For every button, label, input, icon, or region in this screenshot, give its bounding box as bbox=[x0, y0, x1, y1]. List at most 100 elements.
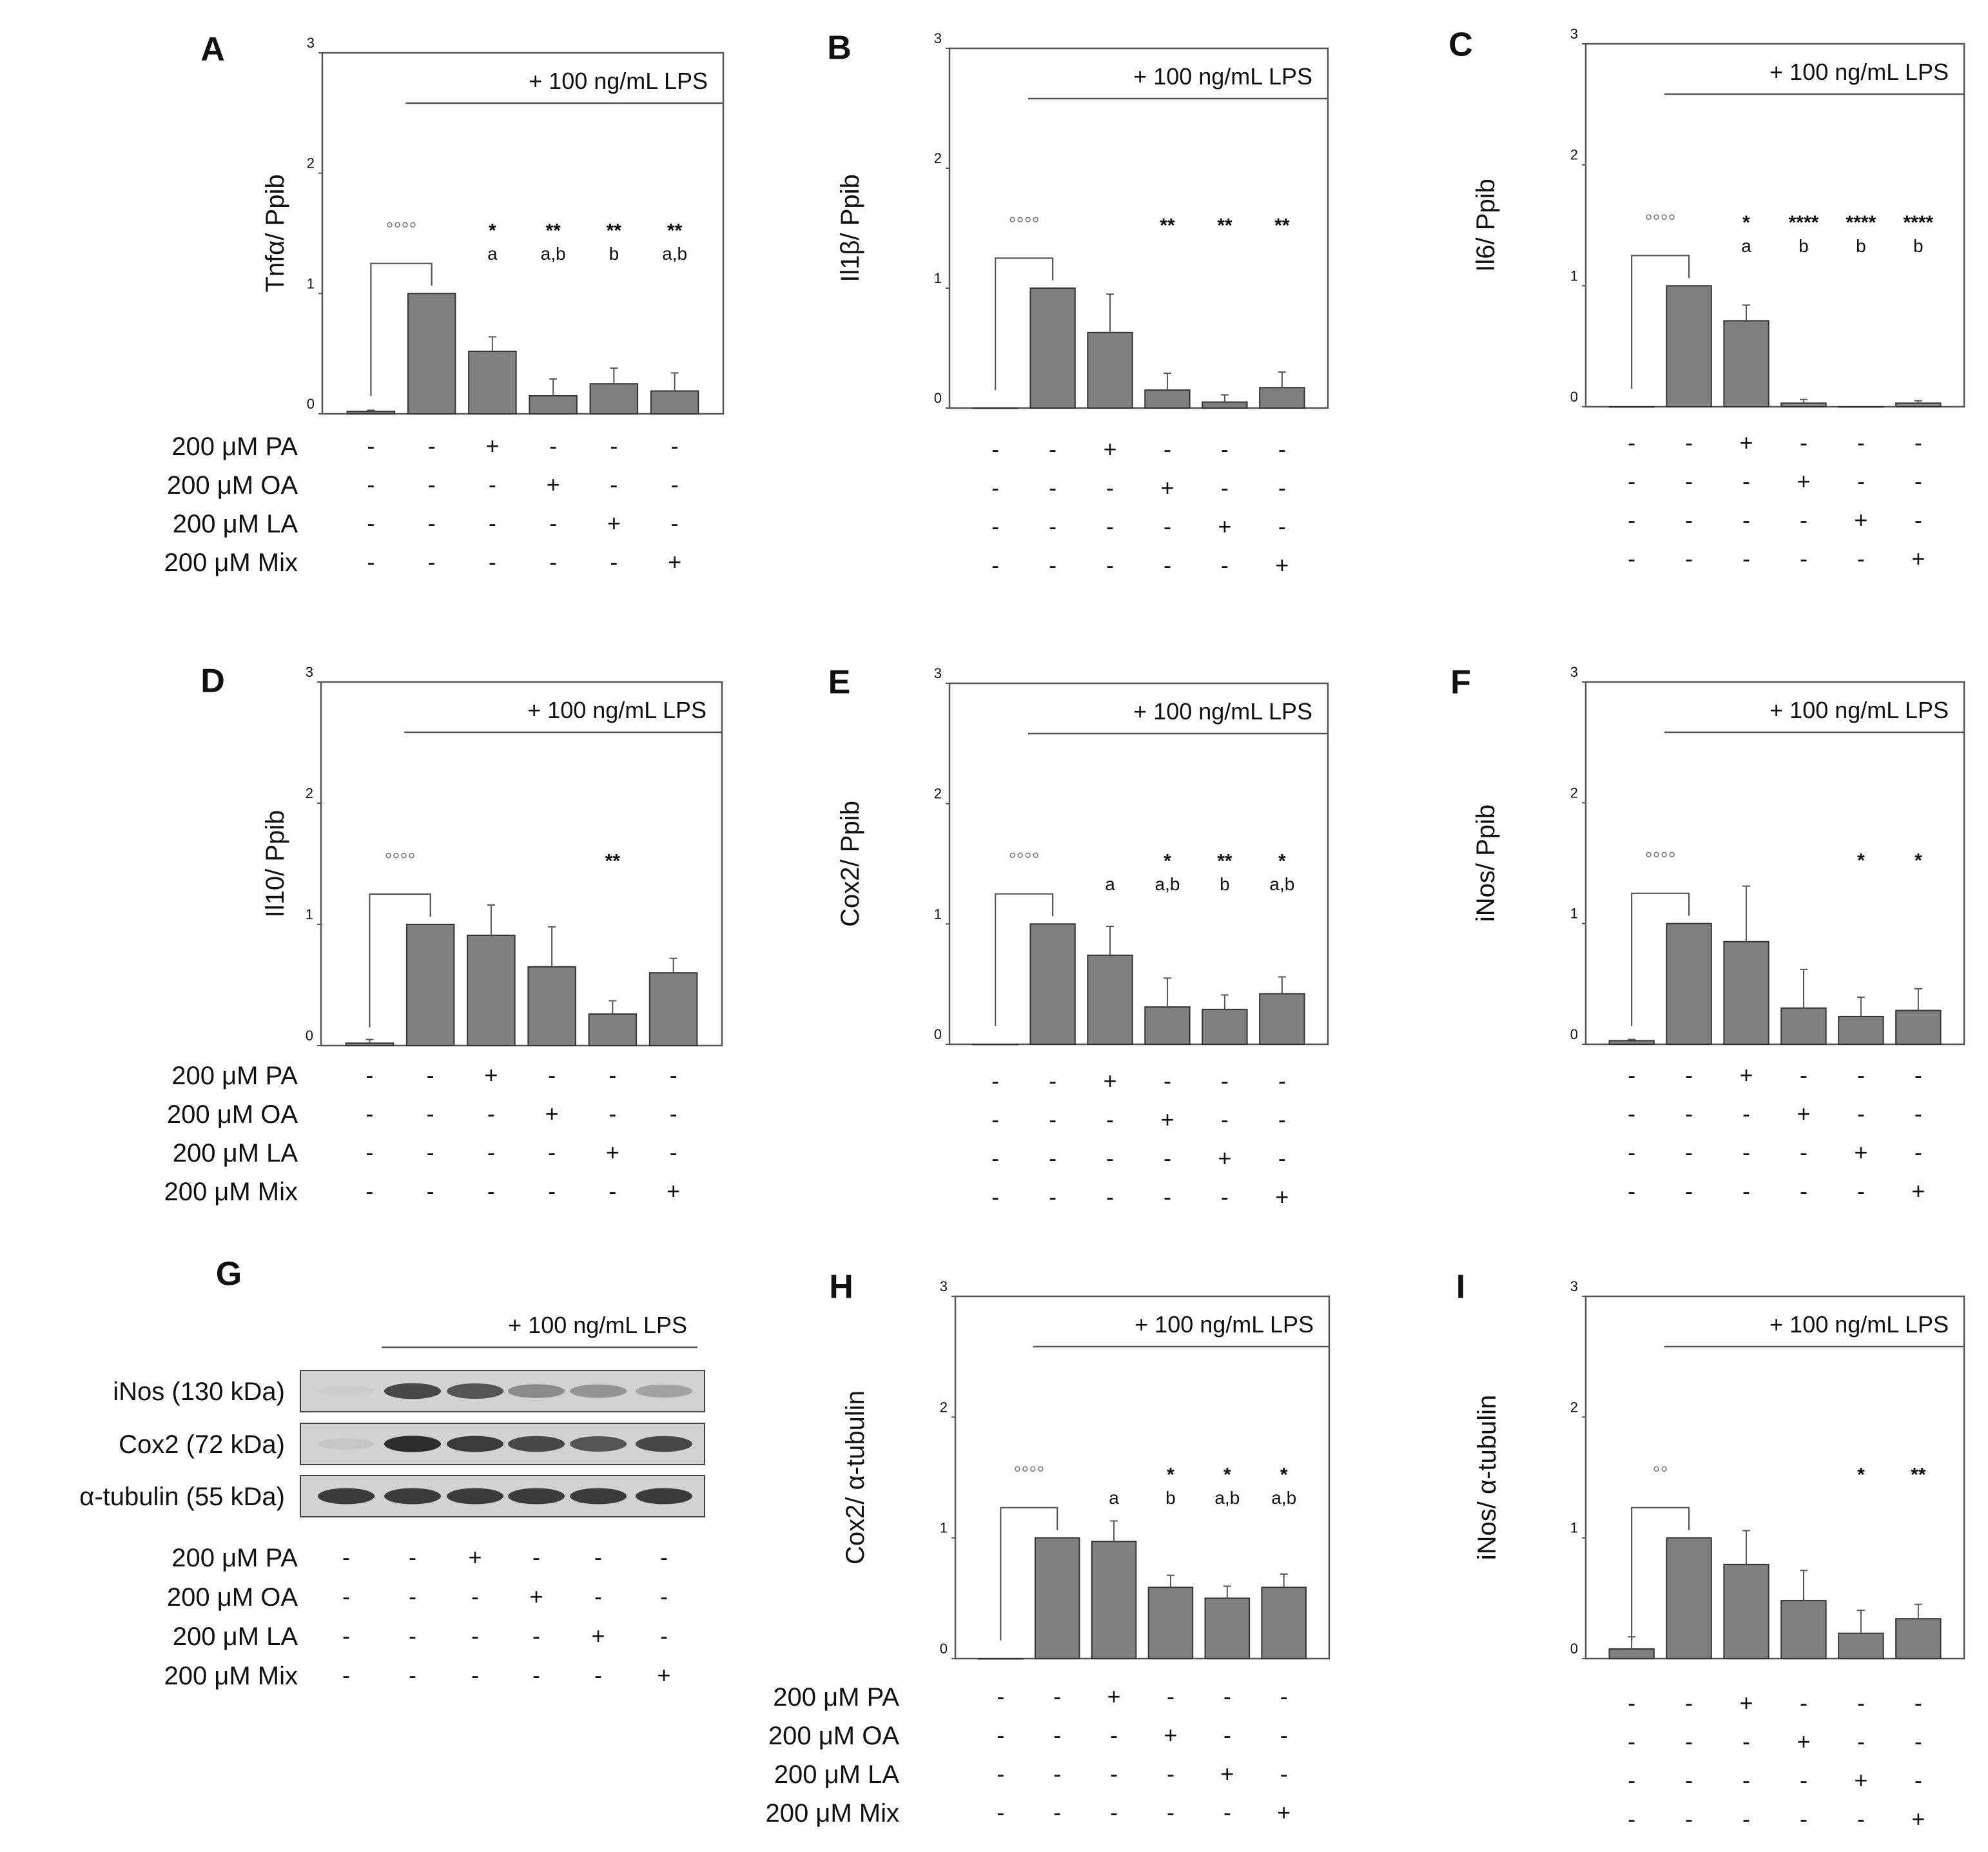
bar bbox=[648, 972, 698, 1046]
significance-letter: a bbox=[1105, 874, 1115, 894]
y-tick-label: 3 bbox=[1570, 664, 1578, 680]
bar bbox=[527, 966, 576, 1047]
treatment-minus: - bbox=[991, 552, 999, 578]
treatment-minus: - bbox=[1167, 1760, 1174, 1787]
treatment-minus: - bbox=[489, 471, 496, 498]
blot-band bbox=[508, 1384, 565, 1398]
treatment-plus: + bbox=[547, 471, 560, 498]
treatment-minus: - bbox=[1164, 1145, 1171, 1171]
y-tick-label: 1 bbox=[1570, 906, 1578, 922]
bar bbox=[1780, 1007, 1827, 1046]
significance-stars: * bbox=[1223, 1465, 1231, 1486]
treatment-minus: - bbox=[671, 471, 679, 498]
treatment-minus: - bbox=[660, 1544, 668, 1570]
panel-letter: H bbox=[829, 1269, 853, 1306]
panel-f: F 0 1 2 3 iNos/ Ppib + 100 ng/mL LPS °°°° * * - - + -… bbox=[1450, 664, 1965, 1204]
treatment-minus: - bbox=[1223, 1799, 1231, 1826]
treatment-minus: - bbox=[1800, 1062, 1808, 1088]
panel-h: H 0 1 2 3 Cox2/ α-tubulin + 100 ng/mL LPS °°°° *… bbox=[765, 1269, 1330, 1828]
blot-band bbox=[384, 1488, 441, 1505]
treatment-minus: - bbox=[1915, 1690, 1922, 1716]
bar bbox=[407, 293, 456, 415]
significance-letter: a,b bbox=[662, 244, 687, 264]
treatment-label: 200 μM LA bbox=[173, 1623, 298, 1651]
significance-stars: * bbox=[1280, 1465, 1288, 1486]
y-tick-label: 0 bbox=[934, 1026, 942, 1042]
treatment-label: 200 μM LA bbox=[173, 510, 298, 538]
plot-frame bbox=[948, 682, 1329, 1046]
treatment-plus: + bbox=[545, 1100, 559, 1127]
y-tick-label: 3 bbox=[307, 35, 315, 51]
significance-stars: * bbox=[489, 220, 496, 242]
bar bbox=[1838, 1632, 1884, 1659]
y-tick-label: 3 bbox=[1570, 1278, 1578, 1294]
significance-stars: * bbox=[1915, 850, 1922, 872]
treatment-minus: - bbox=[997, 1760, 1004, 1787]
treatment-minus: - bbox=[1167, 1799, 1174, 1826]
control-bracket bbox=[370, 262, 433, 396]
y-tick-label: 2 bbox=[934, 786, 942, 802]
treatment-label: 200 μM OA bbox=[167, 1583, 298, 1612]
treatment-minus: - bbox=[532, 1623, 540, 1649]
bar bbox=[1666, 922, 1712, 1045]
treatment-plus: + bbox=[468, 1544, 482, 1570]
blot-label: iNos (130 kDa) bbox=[113, 1378, 285, 1406]
treatment-minus: - bbox=[1628, 468, 1635, 494]
treatment-minus: - bbox=[1742, 468, 1750, 494]
treatment-minus: - bbox=[1221, 1067, 1229, 1094]
blot-label: Cox2 (72 kDa) bbox=[119, 1430, 285, 1459]
treatment-plus: + bbox=[1160, 474, 1174, 501]
treatment-minus: - bbox=[1278, 1145, 1286, 1171]
bar bbox=[1259, 993, 1305, 1045]
significance-stars: ** bbox=[1274, 215, 1290, 237]
treatment-minus: - bbox=[1628, 1767, 1635, 1793]
significance-stars: * bbox=[1857, 1465, 1865, 1486]
treatment-minus: - bbox=[1742, 1139, 1750, 1165]
treatment-minus: - bbox=[471, 1662, 479, 1688]
treatment-minus: - bbox=[428, 549, 436, 575]
treatment-minus: - bbox=[1742, 507, 1750, 533]
control-significance: °° bbox=[1653, 1463, 1668, 1485]
y-tick-label: 2 bbox=[934, 150, 942, 166]
treatment-label: 200 μM Mix bbox=[164, 549, 298, 577]
y-tick-label: 3 bbox=[1570, 26, 1578, 42]
treatment-plus: + bbox=[529, 1583, 543, 1610]
treatment-plus: + bbox=[1107, 1683, 1121, 1710]
treatment-minus: - bbox=[1685, 1690, 1693, 1716]
treatment-minus: - bbox=[1857, 1062, 1865, 1088]
blot-band bbox=[570, 1384, 627, 1398]
treatment-plus: + bbox=[1220, 1760, 1234, 1787]
lps-label: + 100 ng/mL LPS bbox=[1769, 1311, 1949, 1338]
treatment-minus: - bbox=[1628, 545, 1635, 572]
treatment-minus: - bbox=[1800, 429, 1808, 456]
treatment-minus: - bbox=[409, 1662, 416, 1688]
treatment-minus: - bbox=[1915, 1100, 1922, 1127]
blot-band bbox=[447, 1383, 503, 1399]
bar bbox=[1147, 1586, 1194, 1660]
bar bbox=[1261, 1586, 1307, 1660]
treatment-minus: - bbox=[1278, 474, 1286, 501]
treatment-minus: - bbox=[610, 549, 618, 575]
y-tick-label: 1 bbox=[940, 1520, 948, 1536]
treatment-minus: - bbox=[1221, 1184, 1229, 1210]
lps-label: + 100 ng/mL LPS bbox=[529, 68, 708, 94]
treatment-label: 200 μM PA bbox=[773, 1683, 899, 1711]
treatment-minus: - bbox=[1742, 1806, 1750, 1832]
bar bbox=[1091, 1541, 1137, 1659]
y-axis-label: iNos/ Ppib bbox=[1472, 804, 1500, 922]
treatment-minus: - bbox=[997, 1683, 1004, 1710]
control-bracket bbox=[1631, 255, 1690, 389]
treatment-minus: - bbox=[1628, 1139, 1635, 1165]
treatment-minus: - bbox=[1915, 468, 1922, 494]
treatment-label: 200 μM OA bbox=[167, 1100, 298, 1129]
treatment-minus: - bbox=[609, 1100, 616, 1127]
y-axis-label: Il10/ Ppib bbox=[261, 810, 289, 918]
bar bbox=[1144, 389, 1191, 409]
bar bbox=[1202, 401, 1248, 409]
treatment-minus: - bbox=[991, 436, 999, 462]
treatment-minus: - bbox=[1628, 1728, 1635, 1755]
treatment-plus: + bbox=[1854, 1767, 1867, 1793]
blot-band bbox=[318, 1385, 375, 1397]
treatment-minus: - bbox=[1110, 1799, 1118, 1826]
